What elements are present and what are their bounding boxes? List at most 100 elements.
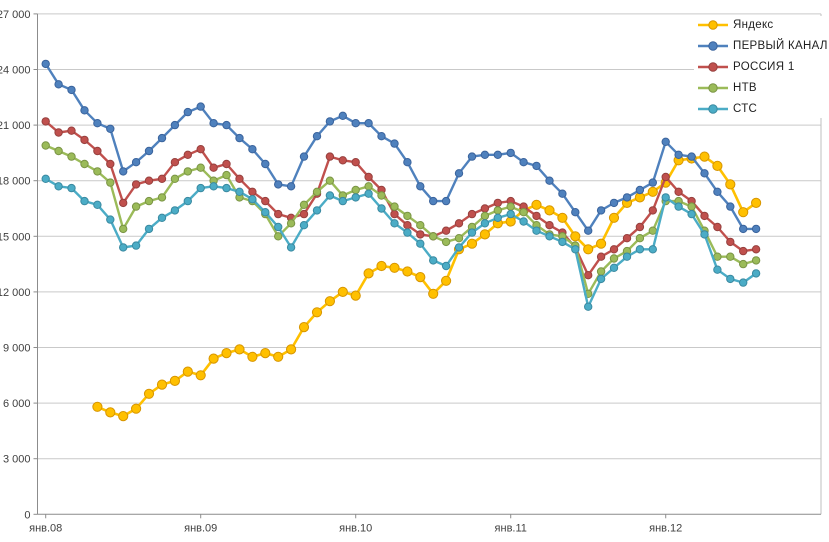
data-point-icon <box>351 193 360 202</box>
data-point-icon <box>144 176 154 185</box>
data-point-icon <box>363 268 374 279</box>
data-point-icon <box>570 231 581 242</box>
data-point-icon <box>416 239 425 248</box>
legend-marker-icon <box>698 41 728 51</box>
data-point-icon <box>403 221 412 230</box>
data-point-icon <box>416 230 425 239</box>
series-markers-ПЕРВЫЙ КАНАЛ <box>41 59 761 235</box>
data-point-icon <box>299 221 309 230</box>
data-point-icon <box>544 205 555 216</box>
data-point-icon <box>700 169 709 178</box>
data-point-icon <box>351 158 360 167</box>
series-РОССИЯ 1 <box>41 117 761 280</box>
data-point-icon <box>726 252 735 261</box>
data-point-icon <box>119 243 128 252</box>
data-point-icon <box>687 209 696 219</box>
data-point-icon <box>131 202 141 211</box>
data-point-icon <box>441 237 451 247</box>
legend-label: РОССИЯ 1 <box>733 61 795 73</box>
data-point-icon <box>209 182 218 191</box>
legend-marker-icon <box>698 20 728 30</box>
data-point-icon <box>156 379 168 390</box>
data-point-icon <box>466 238 478 249</box>
axes <box>37 13 821 515</box>
data-point-icon <box>106 124 115 134</box>
data-point-icon <box>41 59 50 69</box>
data-point-icon <box>751 197 762 208</box>
data-point-icon <box>726 237 735 247</box>
data-point-icon <box>571 245 580 254</box>
data-point-icon <box>596 206 606 215</box>
data-point-icon <box>311 307 323 318</box>
data-point-icon <box>67 126 76 135</box>
data-point-icon <box>222 120 231 130</box>
data-point-icon <box>441 196 451 206</box>
data-point-icon <box>169 375 180 386</box>
data-point-icon <box>739 259 748 269</box>
data-point-icon <box>635 245 645 254</box>
y-tick-label: 9 000 <box>3 343 31 355</box>
data-point-icon <box>131 403 142 414</box>
data-point-icon <box>661 137 670 147</box>
data-point-icon <box>273 351 284 362</box>
data-point-icon <box>622 234 632 243</box>
legend-item-НТВ: НТВ <box>698 81 828 95</box>
data-point-icon <box>480 204 490 213</box>
data-point-icon <box>377 132 386 141</box>
data-point-icon <box>506 148 515 158</box>
data-point-icon <box>454 219 464 228</box>
series-markers-СТС <box>41 174 761 311</box>
data-point-icon <box>545 232 554 241</box>
legend-marker-icon <box>698 83 728 93</box>
x-tick-label: янв.10 <box>339 522 372 534</box>
data-point-icon <box>726 202 735 211</box>
data-point-icon <box>687 152 696 161</box>
data-point-icon <box>699 151 710 162</box>
data-point-icon <box>106 159 115 169</box>
data-point-icon <box>286 243 296 252</box>
data-point-icon <box>571 208 580 217</box>
data-point-icon <box>119 198 128 208</box>
data-point-icon <box>338 196 347 206</box>
data-point-icon <box>351 119 360 128</box>
data-point-icon <box>299 209 309 219</box>
chart-legend: Яндекс ПЕРВЫЙ КАНАЛ РОССИЯ 1 НТВ СТС <box>694 16 829 118</box>
data-point-icon <box>143 388 155 399</box>
data-point-icon <box>92 401 103 412</box>
legend-item-Яндекс: Яндекс <box>698 18 828 32</box>
data-point-icon <box>557 212 568 223</box>
data-point-icon <box>739 278 748 287</box>
data-point-icon <box>261 208 270 217</box>
data-point-icon <box>661 193 670 202</box>
data-point-icon <box>441 261 451 271</box>
data-point-icon <box>532 226 541 235</box>
data-point-icon <box>222 159 231 169</box>
data-point-icon <box>467 228 477 237</box>
data-point-icon <box>608 212 620 223</box>
data-point-icon <box>248 187 257 197</box>
data-point-icon <box>364 182 373 191</box>
data-point-icon <box>261 196 270 206</box>
data-point-icon <box>674 202 683 211</box>
data-point-icon <box>480 211 490 221</box>
data-point-icon <box>700 211 709 221</box>
data-point-icon <box>713 187 722 197</box>
data-point-icon <box>235 133 244 143</box>
y-tick-label: 6 000 <box>3 398 31 410</box>
data-point-icon <box>41 141 50 150</box>
data-point-icon <box>325 152 335 161</box>
data-point-icon <box>364 189 373 198</box>
data-point-icon <box>195 370 206 381</box>
data-point-icon <box>93 200 102 210</box>
data-point-icon <box>131 180 141 189</box>
data-point-icon <box>531 199 542 210</box>
legend-item-ПЕРВЫЙ КАНАЛ: ПЕРВЫЙ КАНАЛ <box>698 39 828 53</box>
data-point-icon <box>196 145 205 154</box>
data-point-icon <box>41 117 50 126</box>
data-point-icon <box>286 182 296 191</box>
data-point-icon <box>351 185 360 195</box>
data-point-icon <box>299 200 309 210</box>
data-point-icon <box>157 133 167 143</box>
data-point-icon <box>376 260 387 272</box>
data-point-icon <box>506 209 515 219</box>
